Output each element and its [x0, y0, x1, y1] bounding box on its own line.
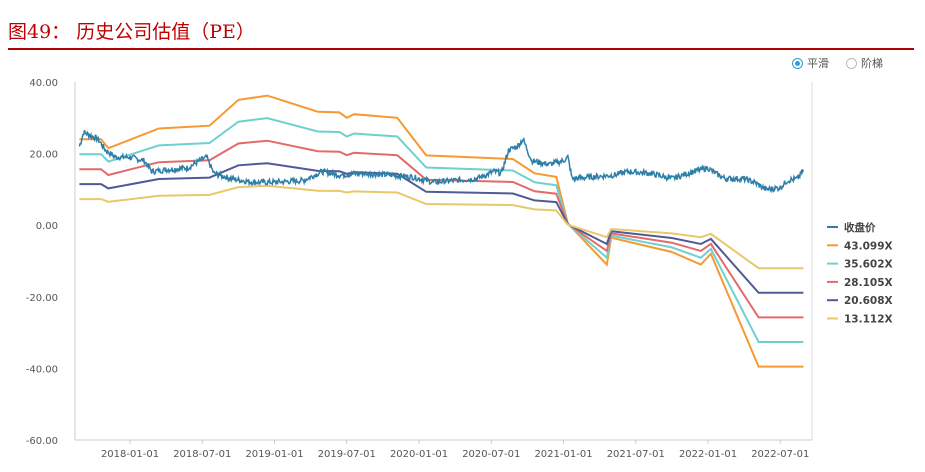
legend-label: 43.099X	[844, 240, 893, 252]
series-line-35.602X	[79, 117, 804, 343]
x-tick-label: 2022-07-01	[751, 449, 809, 460]
smooth-label: 平滑	[807, 57, 829, 70]
x-tick-label: 2018-01-01	[101, 449, 159, 460]
x-tick-label: 2019-07-01	[318, 449, 376, 460]
y-tick-label: -40.00	[26, 364, 58, 375]
series-line-13.112X	[79, 184, 804, 270]
y-tick-label: 20.00	[29, 150, 58, 161]
step-option[interactable]: 阶梯	[846, 55, 883, 71]
legend-label: 收盘价	[844, 221, 876, 234]
radio-icon	[846, 57, 857, 69]
y-tick-label: 0.00	[36, 221, 58, 232]
series-line-20.608X	[79, 162, 804, 294]
legend-label: 28.105X	[844, 277, 893, 289]
close-price-line	[78, 130, 805, 194]
title-divider	[8, 48, 914, 50]
x-tick-label: 2022-01-01	[679, 449, 737, 460]
x-tick-label: 2021-07-01	[607, 449, 665, 460]
legend-label: 13.112X	[844, 314, 893, 326]
y-tick-label: 40.00	[29, 78, 58, 89]
x-tick-label: 2019-01-01	[245, 449, 303, 460]
y-tick-label: -60.00	[26, 436, 58, 447]
legend-label: 35.602X	[844, 259, 893, 271]
smooth-option[interactable]: 平滑	[792, 55, 829, 71]
series-line-43.099X	[79, 94, 804, 368]
x-tick-label: 2020-01-01	[390, 449, 448, 460]
legend-label: 20.608X	[844, 295, 893, 307]
radio-selected-icon	[792, 57, 803, 69]
x-tick-label: 2021-01-01	[534, 449, 592, 460]
x-tick-label: 2018-07-01	[173, 449, 231, 460]
figure-title: 图49： 历史公司估值（PE）	[8, 21, 255, 43]
step-label: 阶梯	[861, 57, 883, 70]
y-tick-label: -20.00	[26, 293, 58, 304]
x-tick-label: 2020-07-01	[462, 449, 520, 460]
